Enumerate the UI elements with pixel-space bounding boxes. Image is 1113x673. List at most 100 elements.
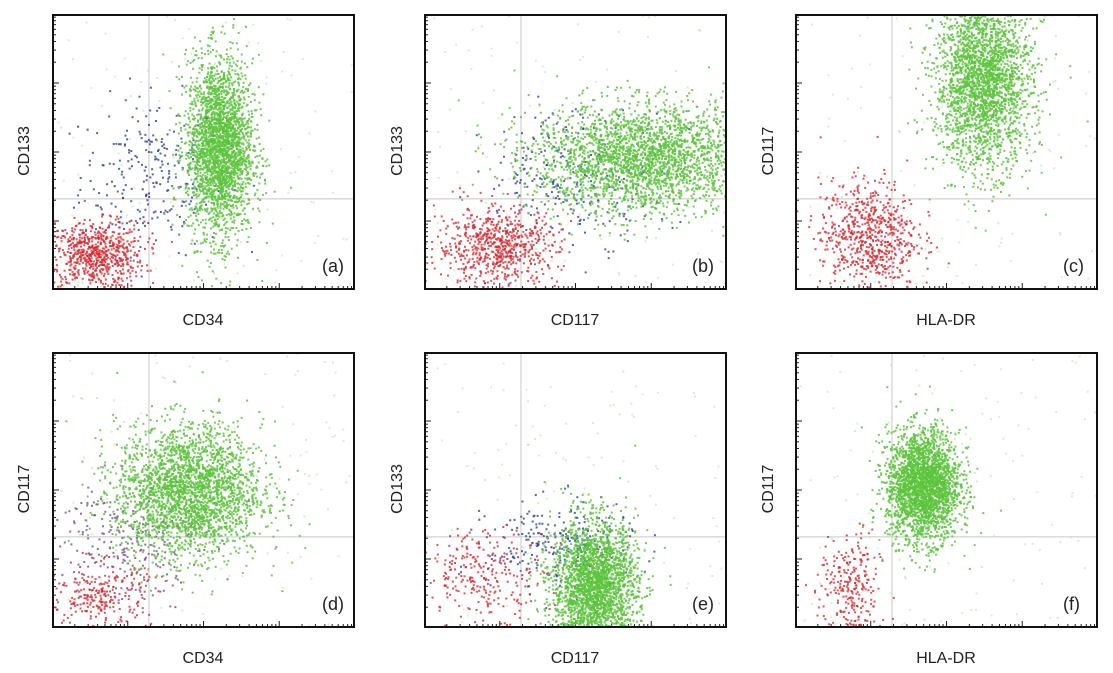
scatter-point <box>495 223 498 226</box>
scatter-point <box>229 122 232 125</box>
scatter-point <box>120 272 122 275</box>
scatter-point <box>219 205 222 208</box>
scatter-point <box>621 187 624 190</box>
scatter-point <box>508 216 511 219</box>
scatter-point <box>455 250 458 253</box>
scatter-point <box>205 203 207 206</box>
scatter-point <box>187 187 190 190</box>
scatter-point <box>194 212 197 215</box>
scatter-point <box>217 134 219 137</box>
scatter-point <box>222 219 225 221</box>
scatter-point <box>544 247 547 250</box>
scatter-point <box>213 164 216 167</box>
scatter-point <box>244 164 247 167</box>
scatter-point <box>491 205 494 208</box>
scatter-point <box>220 71 223 74</box>
scatter-point <box>65 281 68 284</box>
scatter-point <box>206 164 209 167</box>
scatter-point <box>222 189 224 192</box>
scatter-point <box>226 134 229 137</box>
scatter-point <box>90 263 93 266</box>
scatter-point <box>236 175 239 178</box>
scatter-point <box>88 245 91 248</box>
scatter-point <box>529 157 532 160</box>
scatter-point <box>88 253 91 256</box>
scatter-point <box>445 252 448 255</box>
scatter-point <box>234 144 237 147</box>
scatter-point <box>473 244 476 247</box>
scatter-point <box>146 199 149 202</box>
scatter-point <box>198 189 201 191</box>
scatter-point <box>62 179 65 182</box>
scatter-point <box>95 273 98 276</box>
scatter-point <box>67 39 70 42</box>
scatter-point <box>192 181 195 184</box>
scatter-point <box>513 271 516 274</box>
scatter-point <box>222 181 225 184</box>
scatter-point <box>178 157 181 160</box>
scatter-point <box>118 240 121 243</box>
scatter-point <box>260 173 263 176</box>
scatter-point <box>582 116 585 119</box>
scatter-point <box>606 144 609 147</box>
scatter-point <box>102 213 105 216</box>
scatter-point <box>208 166 211 169</box>
scatter-point <box>251 112 253 115</box>
scatter-point <box>509 281 512 284</box>
scatter-point <box>551 181 554 184</box>
scatter-point <box>464 265 467 268</box>
scatter-point <box>76 259 79 262</box>
scatter-point <box>558 222 561 225</box>
scatter-point <box>166 15 168 18</box>
scatter-point <box>537 238 540 241</box>
scatter-point <box>249 82 252 85</box>
scatter-point <box>556 183 559 186</box>
scatter-point <box>577 132 580 135</box>
scatter-point <box>521 253 524 256</box>
scatter-point <box>83 199 86 202</box>
scatter-point <box>91 151 94 154</box>
scatter-point <box>207 146 210 149</box>
scatter-point <box>473 285 476 288</box>
scatter-point <box>123 253 126 256</box>
scatter-point <box>474 246 477 249</box>
scatter-point <box>60 126 62 129</box>
scatter-point <box>73 252 76 255</box>
scatter-point <box>494 238 497 241</box>
scatter-point <box>242 133 245 136</box>
scatter-point <box>201 101 204 104</box>
scatter-point <box>501 271 504 274</box>
scatter-point <box>523 253 526 256</box>
scatter-point <box>265 165 268 168</box>
scatter-point <box>492 267 495 270</box>
scatter-point <box>227 70 230 73</box>
scatter-point <box>116 246 119 249</box>
scatter-point <box>88 267 91 270</box>
scatter-point <box>223 224 226 227</box>
scatter-point <box>254 149 257 152</box>
scatter-point <box>529 243 532 246</box>
scatter-point <box>512 230 515 233</box>
scatter-point <box>249 227 252 229</box>
scatter-point <box>247 156 250 159</box>
scatter-point <box>618 273 621 276</box>
scatter-point <box>482 222 485 225</box>
scatter-point <box>73 249 76 251</box>
scatter-point <box>646 36 649 38</box>
scatter-point <box>119 216 122 219</box>
scatter-point <box>213 188 216 191</box>
scatter-point <box>228 71 231 74</box>
scatter-point <box>117 152 120 155</box>
scatter-point <box>223 58 225 61</box>
scatter-point <box>512 255 515 258</box>
scatter-point <box>498 260 501 263</box>
scatter-point <box>191 239 194 242</box>
scatter-point <box>226 165 229 168</box>
scatter-point <box>209 105 212 108</box>
scatter-point <box>247 159 250 162</box>
scatter-point <box>644 240 647 243</box>
scatter-point <box>565 126 568 128</box>
scatter-point <box>72 273 75 275</box>
scatter-point <box>133 240 136 242</box>
scatter-point <box>214 73 217 76</box>
